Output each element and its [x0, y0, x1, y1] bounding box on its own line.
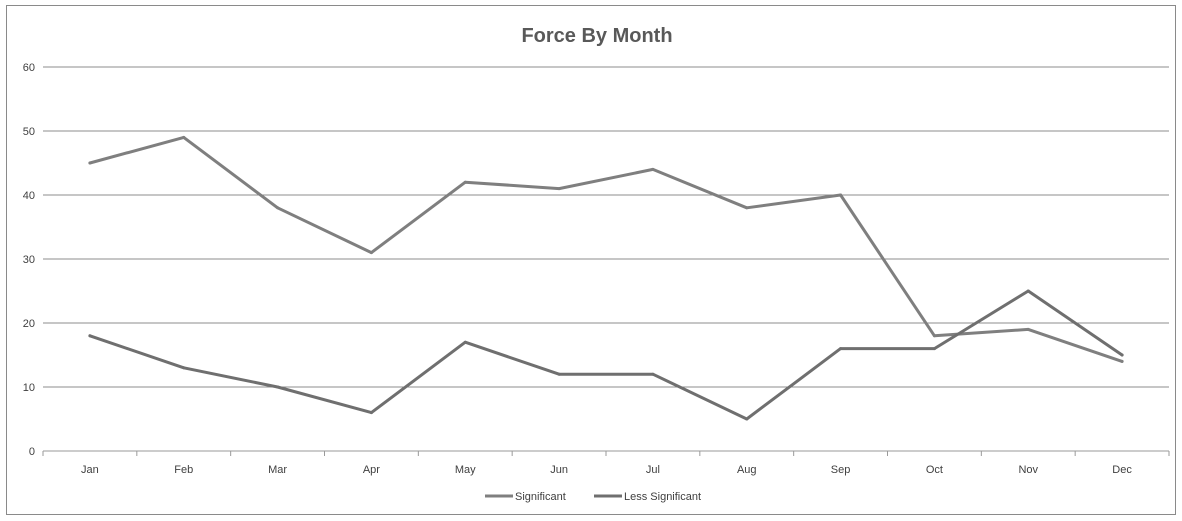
data-point [463, 180, 467, 184]
gridlines [43, 66, 1169, 452]
data-point [651, 372, 655, 376]
data-point [1120, 359, 1124, 363]
x-tick-label: Oct [926, 464, 943, 476]
x-tick-label: Mar [268, 464, 287, 476]
x-tick-label: Sep [831, 464, 851, 476]
data-point [463, 340, 467, 344]
y-tick-label: 30 [23, 254, 35, 266]
data-point [745, 206, 749, 210]
data-point [839, 347, 843, 351]
x-tick-label: Nov [1018, 464, 1038, 476]
y-tick-label: 40 [23, 190, 35, 202]
x-tick-label: Feb [174, 464, 193, 476]
data-point [369, 251, 373, 255]
data-point [182, 135, 186, 139]
legend: Significant Less Significant [485, 491, 701, 503]
legend-label: Less Significant [624, 491, 701, 503]
data-point [839, 193, 843, 197]
x-tick-label: Jun [550, 464, 568, 476]
x-tick-label: Jul [646, 464, 660, 476]
y-tick-label: 0 [29, 446, 35, 458]
data-point [651, 167, 655, 171]
chart-svg: Force By Month 0 10 20 30 40 50 60 Jan Feb Mar Apr… [23, 25, 1170, 503]
data-point [1120, 353, 1124, 357]
data-point [745, 417, 749, 421]
data-point [557, 187, 561, 191]
x-tick-label: May [455, 464, 476, 476]
data-point [1026, 327, 1030, 331]
x-tick-label: Aug [737, 464, 757, 476]
series-line-significant [88, 135, 1124, 363]
data-point [276, 385, 280, 389]
data-point [1026, 289, 1030, 293]
data-point [557, 372, 561, 376]
data-point [369, 411, 373, 415]
y-tick-label: 50 [23, 126, 35, 138]
chart-frame: Force By Month 0 10 20 30 40 50 60 Jan Feb Mar Apr… [6, 5, 1176, 515]
data-point [88, 161, 92, 165]
data-point [276, 206, 280, 210]
data-point [932, 334, 936, 338]
y-tick-label: 10 [23, 382, 35, 394]
data-point [182, 366, 186, 370]
chart-title: Force By Month [521, 25, 672, 47]
data-point [88, 334, 92, 338]
y-tick-label: 60 [23, 62, 35, 74]
x-tick-label: Jan [81, 464, 99, 476]
x-tick-label: Apr [363, 464, 380, 476]
series-lines [88, 135, 1124, 421]
axes: 0 10 20 30 40 50 60 Jan Feb Mar Apr May Jun Jul Aug Sep… [23, 62, 1170, 476]
x-tick-label: Dec [1112, 464, 1132, 476]
y-tick-label: 20 [23, 318, 35, 330]
data-point [932, 347, 936, 351]
series-line-less-significant [88, 289, 1124, 421]
legend-label: Significant [515, 491, 566, 503]
